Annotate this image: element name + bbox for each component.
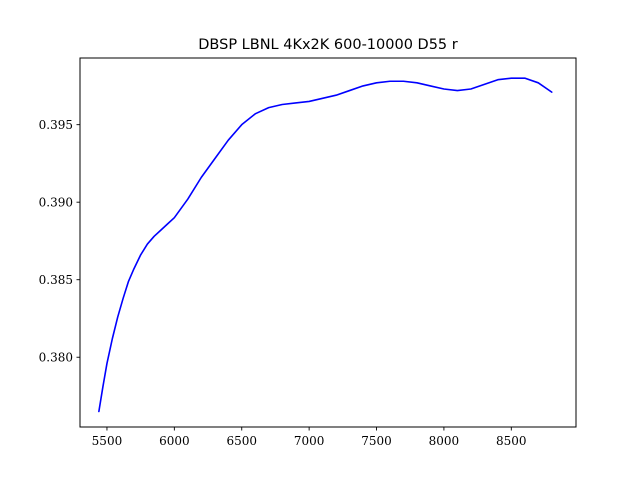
x-tick-label: 6000	[159, 434, 190, 448]
series-line-0	[98, 77, 553, 413]
chart-title: DBSP LBNL 4Kx2K 600-10000 D55 r	[198, 37, 458, 53]
x-tick-label: 6500	[226, 434, 257, 448]
x-tick-label: 8500	[496, 434, 527, 448]
x-tick-label: 7000	[294, 434, 325, 448]
y-tick-label: 0.385	[39, 273, 73, 287]
x-tick-label: 8000	[429, 434, 460, 448]
y-tick-label: 0.395	[39, 118, 73, 132]
plot-frame	[79, 57, 577, 428]
x-tick-label: 7500	[361, 434, 392, 448]
x-tick-label: 5500	[92, 434, 123, 448]
y-tick-label: 0.380	[39, 351, 73, 365]
plot-area	[98, 77, 553, 413]
axes: 5500 6000 6500 7000 7500 8000 8500 0.380 0.385 0.…	[39, 57, 577, 448]
y-tick-label: 0.390	[39, 196, 73, 210]
